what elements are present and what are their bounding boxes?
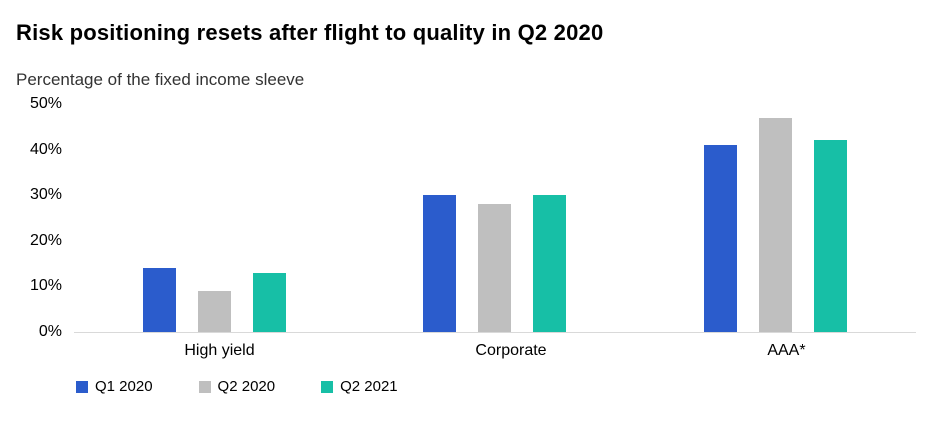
chart-title: Risk positioning resets after flight to … (16, 20, 604, 45)
y-tick-label: 10% (29, 277, 62, 295)
bar (814, 140, 848, 332)
bar (142, 268, 176, 332)
legend-swatch (321, 380, 334, 393)
category-label: AAA* (767, 342, 806, 359)
bar (478, 204, 512, 332)
legend-item: Q2 2020 (198, 378, 276, 395)
bar (533, 195, 567, 332)
bar (759, 117, 793, 332)
legend-item: Q1 2020 (76, 378, 153, 395)
bar-group (142, 104, 286, 332)
legend-item: Q2 2021 (321, 378, 398, 395)
x-axis-line (74, 332, 916, 333)
plot-area: High yield Corporate AAA* (74, 104, 916, 360)
y-axis: 0% 10% 20% 30% 40% 50% (16, 95, 74, 340)
category-label: Corporate (475, 342, 547, 359)
bar-group (704, 104, 848, 332)
bar (704, 145, 738, 332)
category-label: High yield (184, 342, 255, 359)
bar (197, 290, 231, 332)
bar-group (423, 104, 567, 332)
legend-swatch (198, 380, 211, 393)
bar-groups (74, 104, 916, 332)
bar (252, 272, 286, 332)
legend-label: Q2 2021 (340, 378, 398, 395)
y-tick-label: 40% (29, 140, 62, 158)
y-tick-label: 0% (38, 323, 62, 340)
y-tick-label: 50% (29, 95, 62, 112)
x-axis-labels: High yield Corporate AAA* (74, 342, 916, 360)
y-tick-label: 20% (29, 231, 62, 249)
legend-label: Q1 2020 (95, 378, 153, 395)
bar-chart: 0% 10% 20% 30% 40% 50% High yield Corporate AAA… (16, 95, 916, 360)
legend-swatch (76, 380, 88, 393)
y-tick-label: 30% (29, 186, 62, 204)
chart-subtitle: Percentage of the fixed income sleeve (16, 70, 305, 89)
legend-label: Q2 2020 (217, 378, 276, 395)
legend: Q1 2020 Q2 2020 Q2 2021 (76, 378, 916, 395)
bar (423, 195, 457, 332)
